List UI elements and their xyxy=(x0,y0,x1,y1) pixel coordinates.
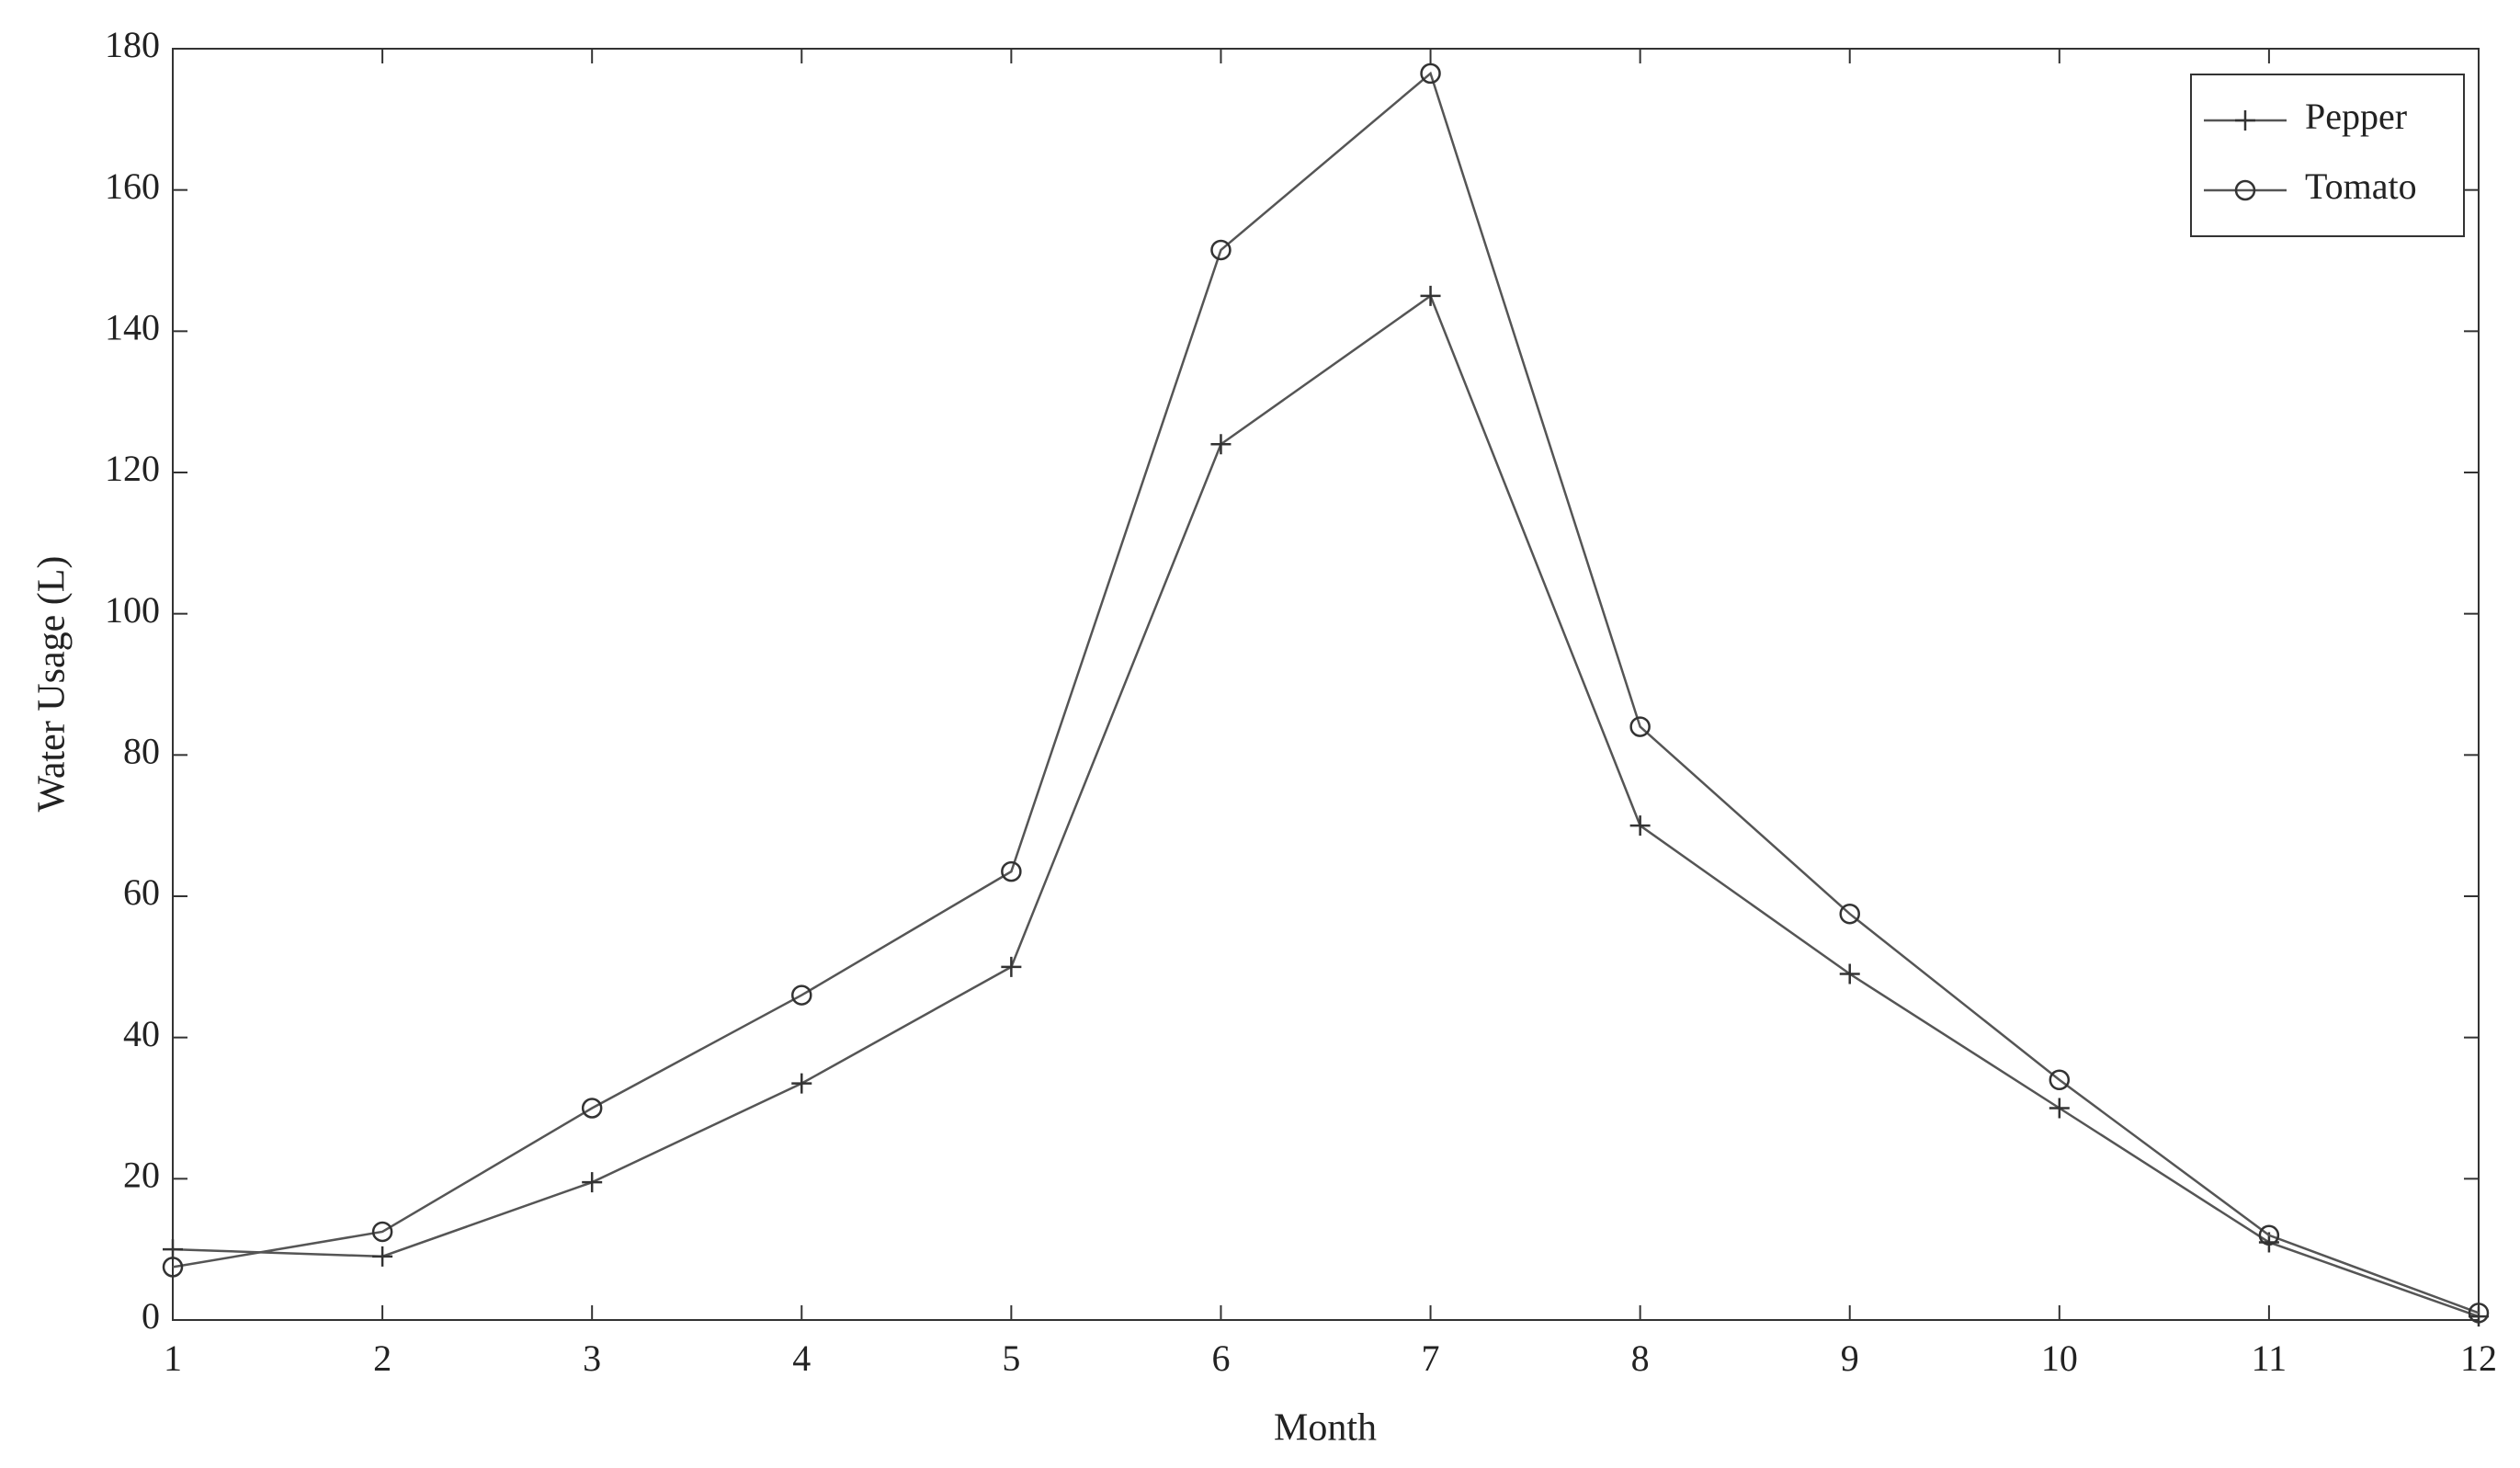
marker xyxy=(1210,434,1232,455)
x-tick-label: 2 xyxy=(373,1337,392,1379)
marker xyxy=(1629,716,1651,737)
x-tick-label: 8 xyxy=(1631,1337,1650,1379)
marker xyxy=(371,1221,393,1243)
y-tick-label: 80 xyxy=(123,731,160,772)
marker xyxy=(582,1172,603,1193)
x-tick-label: 12 xyxy=(2460,1337,2497,1379)
y-tick-label: 0 xyxy=(142,1295,160,1337)
x-tick-label: 11 xyxy=(2252,1337,2287,1379)
marker xyxy=(2468,1303,2490,1324)
x-tick-label: 6 xyxy=(1211,1337,1230,1379)
y-tick-label: 160 xyxy=(105,165,160,207)
y-tick-label: 180 xyxy=(105,24,160,65)
marker xyxy=(1001,860,1022,882)
marker xyxy=(2049,1098,2070,1119)
marker xyxy=(1839,963,1860,984)
y-axis-label: Water Usage (L) xyxy=(31,556,74,813)
marker xyxy=(791,984,812,1006)
legend-marker xyxy=(2235,110,2255,131)
marker xyxy=(162,1257,184,1278)
marker xyxy=(1629,815,1651,836)
legend-text: Tomato xyxy=(2305,165,2417,207)
legend-text: Pepper xyxy=(2305,96,2407,137)
y-tick-label: 140 xyxy=(105,307,160,348)
legend-box xyxy=(2190,74,2465,237)
x-axis-label: Month xyxy=(1274,1407,1377,1450)
series-line xyxy=(172,293,2480,1318)
marker xyxy=(372,1246,393,1267)
marker xyxy=(2258,1224,2280,1246)
marker xyxy=(163,1239,183,1260)
marker xyxy=(1839,903,1860,925)
marker xyxy=(1420,63,1441,85)
marker xyxy=(791,1073,812,1094)
marker xyxy=(2049,1069,2071,1091)
y-tick-label: 20 xyxy=(123,1155,160,1196)
x-tick-label: 10 xyxy=(2041,1337,2078,1379)
x-tick-label: 4 xyxy=(792,1337,811,1379)
legend-marker xyxy=(2234,179,2256,201)
x-tick-label: 9 xyxy=(1841,1337,1859,1379)
y-tick-label: 40 xyxy=(123,1013,160,1054)
y-tick-label: 120 xyxy=(105,448,160,489)
x-tick-label: 1 xyxy=(164,1337,182,1379)
x-tick-label: 7 xyxy=(1422,1337,1440,1379)
series-line xyxy=(172,71,2480,1314)
marker xyxy=(1001,956,1022,977)
x-tick-label: 5 xyxy=(1002,1337,1020,1379)
marker xyxy=(1210,239,1232,261)
x-tick-label: 3 xyxy=(583,1337,601,1379)
marker xyxy=(1420,285,1441,306)
plot-frame xyxy=(172,48,2480,1321)
y-tick-label: 60 xyxy=(123,871,160,913)
marker xyxy=(581,1098,603,1119)
y-tick-label: 100 xyxy=(105,589,160,631)
